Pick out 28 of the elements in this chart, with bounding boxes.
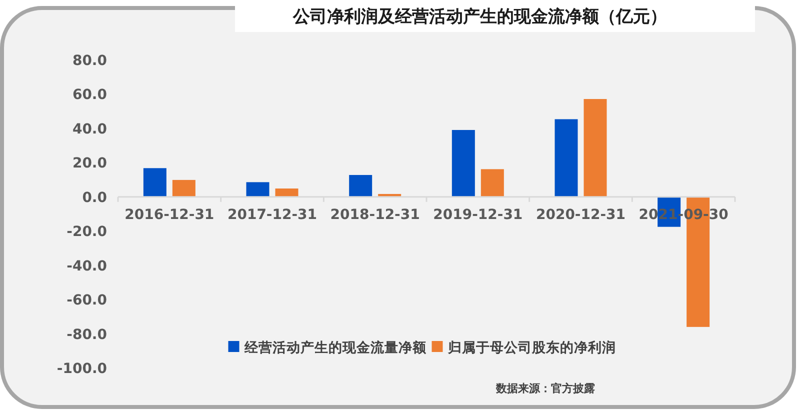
x-tick-label: 2019-12-31 (433, 206, 523, 223)
bar (172, 180, 196, 197)
legend-label: 经营活动产生的现金流量净额 (243, 339, 428, 356)
x-tick-label: 2017-12-31 (227, 206, 318, 223)
x-tick-label: 2021-09-30 (638, 206, 729, 223)
y-tick-label: 80.0 (72, 53, 108, 69)
legend-label: 归属于母公司股东的净利润 (446, 339, 616, 356)
bar (554, 119, 578, 197)
y-tick-label: -60.0 (66, 292, 108, 309)
y-tick-label: 60.0 (72, 87, 108, 104)
bar (480, 169, 504, 197)
y-tick-label: 0.0 (82, 190, 108, 206)
y-tick-label: -100.0 (56, 361, 108, 377)
y-tick-label: -40.0 (66, 258, 108, 274)
bar (143, 168, 166, 197)
x-tick-label: 2018-12-31 (330, 206, 420, 223)
source-note: 数据来源：官方披露 (495, 382, 595, 395)
x-tick-label: 2020-12-31 (536, 206, 626, 223)
y-tick-label: 20.0 (72, 156, 108, 172)
x-tick-label: 2016-12-31 (124, 206, 214, 223)
bar (349, 174, 372, 197)
y-tick-label: -80.0 (66, 326, 108, 343)
y-tick-label: 40.0 (72, 121, 108, 138)
bar (584, 99, 607, 197)
bar (246, 182, 270, 197)
y-tick-label: -20.0 (66, 224, 108, 240)
chart-title: 公司净利润及经营活动产生的现金流净额（亿元） (292, 7, 667, 27)
bar (452, 130, 475, 197)
